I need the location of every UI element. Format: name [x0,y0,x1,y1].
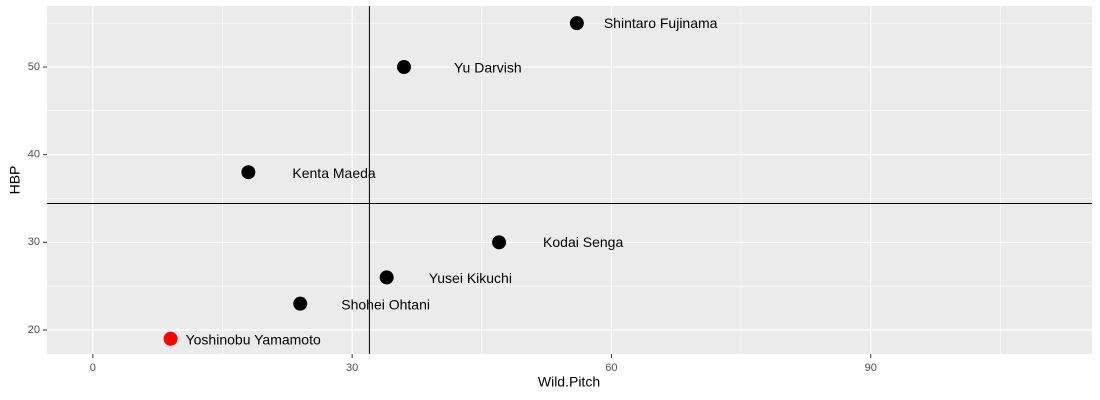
point-label: Shohei Ohtani [341,296,430,312]
x-axis-title: Wild.Pitch [538,374,600,390]
point [163,331,178,346]
y-tick-label: 20 [28,324,40,336]
point-label: Yusei Kikuchi [429,270,512,286]
point-label: Yoshinobu Yamamoto [186,331,321,347]
point-label: Yu Darvish [454,60,522,76]
point [241,165,256,180]
x-tick-label: 60 [605,362,617,374]
x-tick-label: 90 [865,362,877,374]
y-tick-label: 50 [28,61,40,73]
point [492,235,507,250]
point-label: Kodai Senga [543,234,623,250]
point [569,16,584,31]
point [293,296,308,311]
panel [47,6,1092,354]
point [379,270,394,285]
y-axis-title: HBP [7,166,23,195]
x-tick-label: 0 [90,362,96,374]
point [396,60,411,75]
x-tick-label: 30 [346,362,358,374]
point-label: Shintaro Fujinama [604,15,718,31]
y-tick-label: 30 [28,236,40,248]
point-label: Kenta Maeda [292,165,375,181]
y-tick-label: 40 [28,149,40,161]
